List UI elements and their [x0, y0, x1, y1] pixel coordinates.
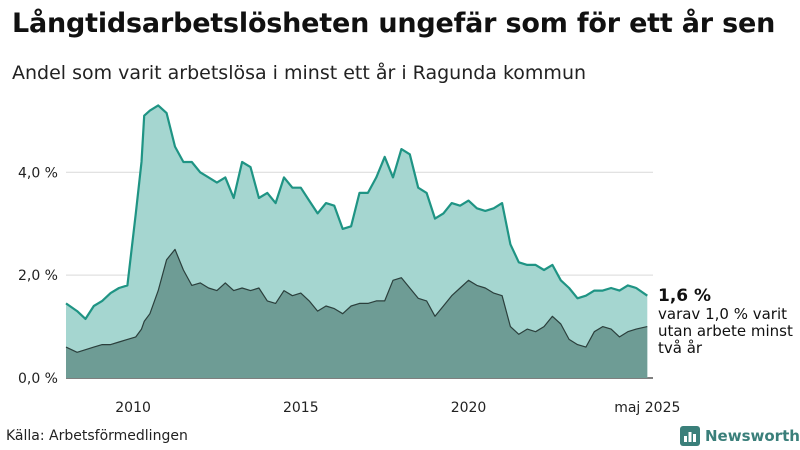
brand: Newsworthy [680, 426, 800, 446]
brand-name: Newsworthy [705, 427, 800, 445]
y-tick-label: 2,0 % [18, 268, 58, 284]
source-label: Källa: Arbetsförmedlingen [6, 428, 188, 444]
x-tick-label: 2010 [115, 400, 151, 416]
newsworthy-logo-icon [680, 426, 700, 446]
area-series [65, 104, 648, 379]
series-long-term-area [66, 249, 648, 378]
x-tick-label: maj 2025 [614, 400, 680, 416]
y-tick-label: 0,0 % [18, 371, 58, 387]
end-value-label: 1,6 % [658, 286, 712, 306]
end-note-label: varav 1,0 % varit utan arbete minst två … [658, 305, 793, 357]
x-tick-label: 2015 [283, 400, 319, 416]
series-total-line [65, 104, 648, 320]
series-long-term-line [65, 248, 648, 353]
chart-title: Långtidsarbetslösheten ungefär som för e… [12, 8, 776, 39]
y-tick-label: 4,0 % [18, 165, 58, 181]
x-tick-label: 2020 [451, 400, 487, 416]
x-axis-ticks: 2010 2015 2020 maj 2025 [115, 400, 680, 416]
y-axis-ticks: 0,0 % 2,0 % 4,0 % [18, 165, 58, 387]
chart-subtitle: Andel som varit arbetslösa i minst ett å… [12, 62, 587, 84]
